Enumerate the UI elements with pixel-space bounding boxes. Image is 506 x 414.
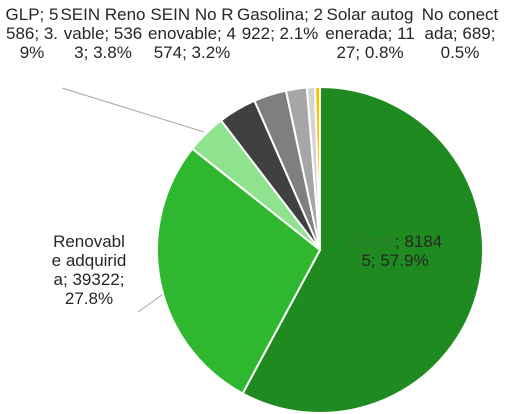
label-part: SEIN No Renovable [148, 5, 234, 43]
label-part: Diesel [347, 232, 395, 251]
label-part: ; [490, 24, 496, 43]
label-part: 81845 [361, 232, 443, 270]
label-part: 0.8% [364, 43, 404, 62]
label-part: ; [394, 232, 405, 251]
label-part: 57.9% [380, 251, 429, 270]
label-part: 3.9% [19, 24, 58, 62]
label-part: ; [63, 270, 73, 289]
data-label: SEIN No Renovable; 4574; 3.2% [146, 5, 238, 62]
label-part: 0.5% [440, 43, 480, 62]
label-part: 5586 [5, 5, 59, 43]
label-part: ; [34, 24, 44, 43]
label-part: Renovable adquirida [51, 232, 127, 289]
label-part: ; [119, 270, 125, 289]
label-part: Solar autogenerada [325, 5, 414, 43]
label-part: ; [355, 43, 365, 62]
leader-line [137, 291, 167, 313]
label-part: ; [217, 24, 227, 43]
label-part: 3.2% [191, 43, 231, 62]
label-part: Gasolina [236, 5, 305, 24]
label-part: 2922 [241, 5, 324, 43]
label-part: ; [182, 43, 192, 62]
label-part: 689 [462, 24, 491, 43]
label-part: 27.8% [64, 289, 114, 308]
data-label: SEIN Renovable; 5363; 3.8% [58, 5, 148, 62]
label-part: ; [39, 5, 49, 24]
pie-slice [241, 85, 484, 414]
label-part: ; [387, 24, 398, 43]
pie-slice [313, 85, 321, 251]
data-label: Diesel; 81845; 57.9% [345, 232, 445, 270]
label-part: ; [452, 24, 463, 43]
leader-line [61, 87, 205, 133]
label-part: ; [304, 5, 314, 24]
data-label: GLP; 5586; 3.9% [4, 5, 60, 62]
label-part: 4574 [153, 24, 236, 62]
data-label: No conectada; 689; 0.5% [418, 5, 502, 62]
data-label: Gasolina; 2922; 2.1% [236, 5, 324, 43]
label-part: 3.8% [93, 43, 132, 62]
label-part: ; [270, 24, 280, 43]
data-label: Renovable adquirida; 39322; 27.8% [50, 232, 128, 308]
label-part: ; [370, 251, 381, 270]
label-part: 1127 [336, 24, 415, 62]
pie-slice [156, 147, 322, 395]
label-part: 5363 [74, 24, 143, 62]
label-part: 39322 [72, 270, 120, 289]
label-part: ; [104, 24, 114, 43]
data-label: Solar autogenerada; 1127; 0.8% [322, 5, 418, 62]
label-part: SEIN Renovable [60, 5, 146, 43]
label-part: ; [83, 43, 94, 62]
label-part: No conectada [421, 5, 499, 43]
label-part: 2.1% [279, 24, 319, 43]
label-part: GLP [5, 5, 40, 24]
